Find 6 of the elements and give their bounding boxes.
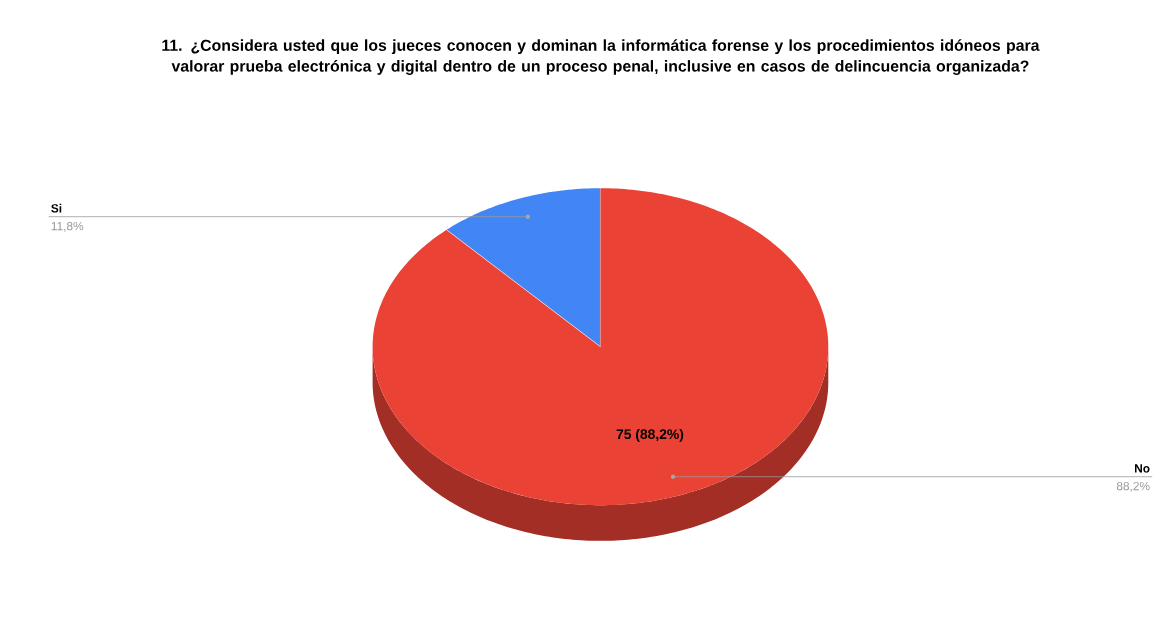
chart-title: 11. ¿Considera usted que los jueces conocen y dominan la informática forense y los procedimientos idóneos para valorar prueba electrónica y digital dentro de un proceso penal, inclusive en casos de delincuencia organizada? bbox=[162, 39, 1040, 75]
data-label: 88,2% bbox=[1116, 481, 1150, 492]
slice-label: No bbox=[1134, 464, 1150, 473]
data-label: 11,8% bbox=[51, 221, 84, 232]
text: 75 (88,2%) bbox=[616, 428, 684, 442]
slice-label: Si bbox=[51, 203, 62, 213]
